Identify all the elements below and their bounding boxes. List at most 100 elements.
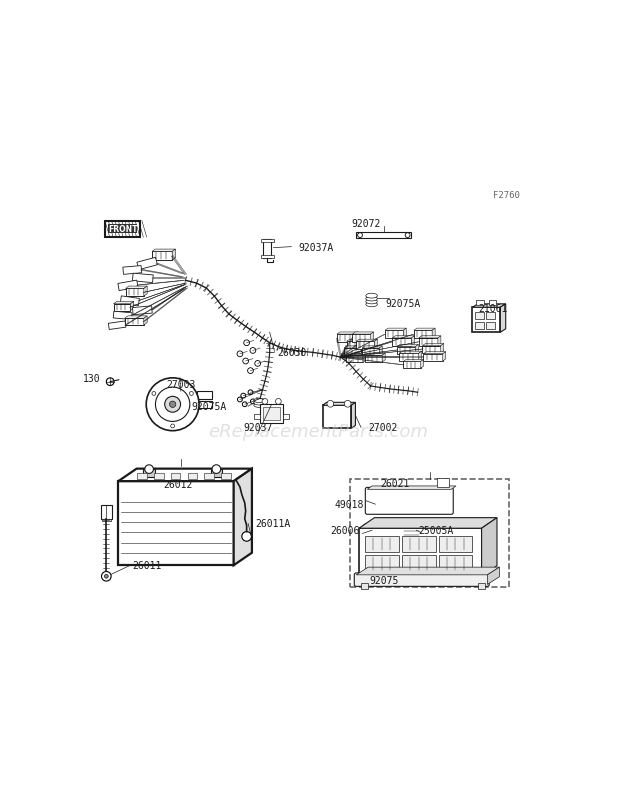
Polygon shape [482, 518, 497, 577]
Bar [365, 536, 399, 552]
Polygon shape [414, 328, 435, 331]
Bar [438, 556, 472, 572]
Circle shape [242, 532, 252, 542]
Bar [363, 526, 394, 542]
Bar [264, 240, 271, 259]
Polygon shape [352, 333, 374, 335]
Bar [152, 252, 172, 261]
Circle shape [242, 402, 247, 407]
Text: 25005A: 25005A [418, 526, 454, 535]
Polygon shape [403, 328, 406, 338]
FancyBboxPatch shape [365, 487, 453, 515]
Text: 27002: 27002 [368, 423, 397, 433]
Ellipse shape [366, 303, 378, 307]
Polygon shape [365, 354, 385, 356]
Circle shape [344, 401, 351, 408]
Polygon shape [403, 360, 423, 362]
Polygon shape [118, 469, 252, 482]
Text: F2760: F2760 [493, 191, 520, 200]
Bar [337, 335, 355, 342]
Polygon shape [152, 250, 175, 252]
Polygon shape [345, 354, 366, 356]
Bar [118, 281, 138, 291]
Bar [197, 402, 212, 409]
Polygon shape [347, 340, 368, 342]
Circle shape [107, 379, 114, 386]
Text: 26012: 26012 [164, 480, 193, 490]
Circle shape [190, 392, 193, 396]
Text: 26011: 26011 [133, 560, 162, 570]
Circle shape [262, 399, 268, 405]
Bar [125, 319, 144, 325]
Bar [350, 479, 509, 587]
Text: 26021: 26021 [380, 478, 409, 489]
Polygon shape [356, 568, 499, 575]
Bar [108, 321, 126, 330]
Bar [254, 414, 260, 419]
Polygon shape [472, 304, 506, 308]
Bar [137, 474, 147, 479]
Polygon shape [500, 304, 506, 333]
Polygon shape [144, 316, 147, 325]
Polygon shape [392, 337, 415, 338]
Text: 92072: 92072 [351, 219, 381, 230]
Bar [118, 482, 234, 565]
Bar [399, 354, 419, 362]
Polygon shape [441, 344, 444, 354]
Text: 26006: 26006 [330, 526, 360, 535]
Polygon shape [356, 340, 378, 342]
Bar [261, 256, 273, 259]
Polygon shape [385, 328, 406, 331]
Bar [345, 356, 363, 363]
Polygon shape [337, 333, 358, 335]
Circle shape [145, 466, 153, 474]
Bar [362, 349, 379, 356]
Polygon shape [379, 346, 383, 356]
Bar [261, 240, 273, 242]
Polygon shape [371, 333, 374, 342]
Polygon shape [399, 352, 422, 354]
Circle shape [358, 234, 363, 238]
Circle shape [243, 358, 249, 364]
Polygon shape [438, 337, 441, 346]
Ellipse shape [254, 401, 264, 406]
Polygon shape [362, 346, 383, 349]
Polygon shape [443, 352, 446, 362]
Bar [414, 331, 432, 338]
Polygon shape [432, 328, 435, 338]
Text: 92075: 92075 [369, 575, 399, 585]
Circle shape [212, 466, 221, 474]
Bar [322, 406, 352, 429]
Circle shape [248, 390, 253, 395]
Ellipse shape [254, 399, 264, 403]
Bar [137, 258, 157, 270]
Circle shape [104, 575, 108, 578]
Polygon shape [420, 360, 423, 369]
Bar [113, 312, 132, 320]
Polygon shape [415, 345, 419, 354]
Circle shape [247, 368, 254, 374]
Bar [489, 301, 497, 306]
Bar [133, 274, 153, 283]
Bar [486, 322, 495, 329]
Polygon shape [382, 354, 385, 363]
Bar [170, 474, 180, 479]
Bar [402, 536, 436, 552]
Bar [154, 474, 164, 479]
Ellipse shape [254, 404, 264, 408]
Polygon shape [234, 469, 252, 565]
Circle shape [405, 234, 410, 238]
Bar [472, 308, 500, 333]
Polygon shape [130, 302, 134, 311]
Text: 21061: 21061 [479, 303, 508, 314]
Polygon shape [352, 403, 355, 429]
Polygon shape [363, 524, 397, 526]
Bar [476, 312, 484, 320]
Polygon shape [125, 287, 147, 289]
Ellipse shape [366, 299, 378, 304]
Bar [359, 529, 482, 577]
Circle shape [327, 401, 334, 408]
Bar [197, 392, 212, 400]
Ellipse shape [366, 297, 378, 302]
Circle shape [237, 397, 242, 402]
